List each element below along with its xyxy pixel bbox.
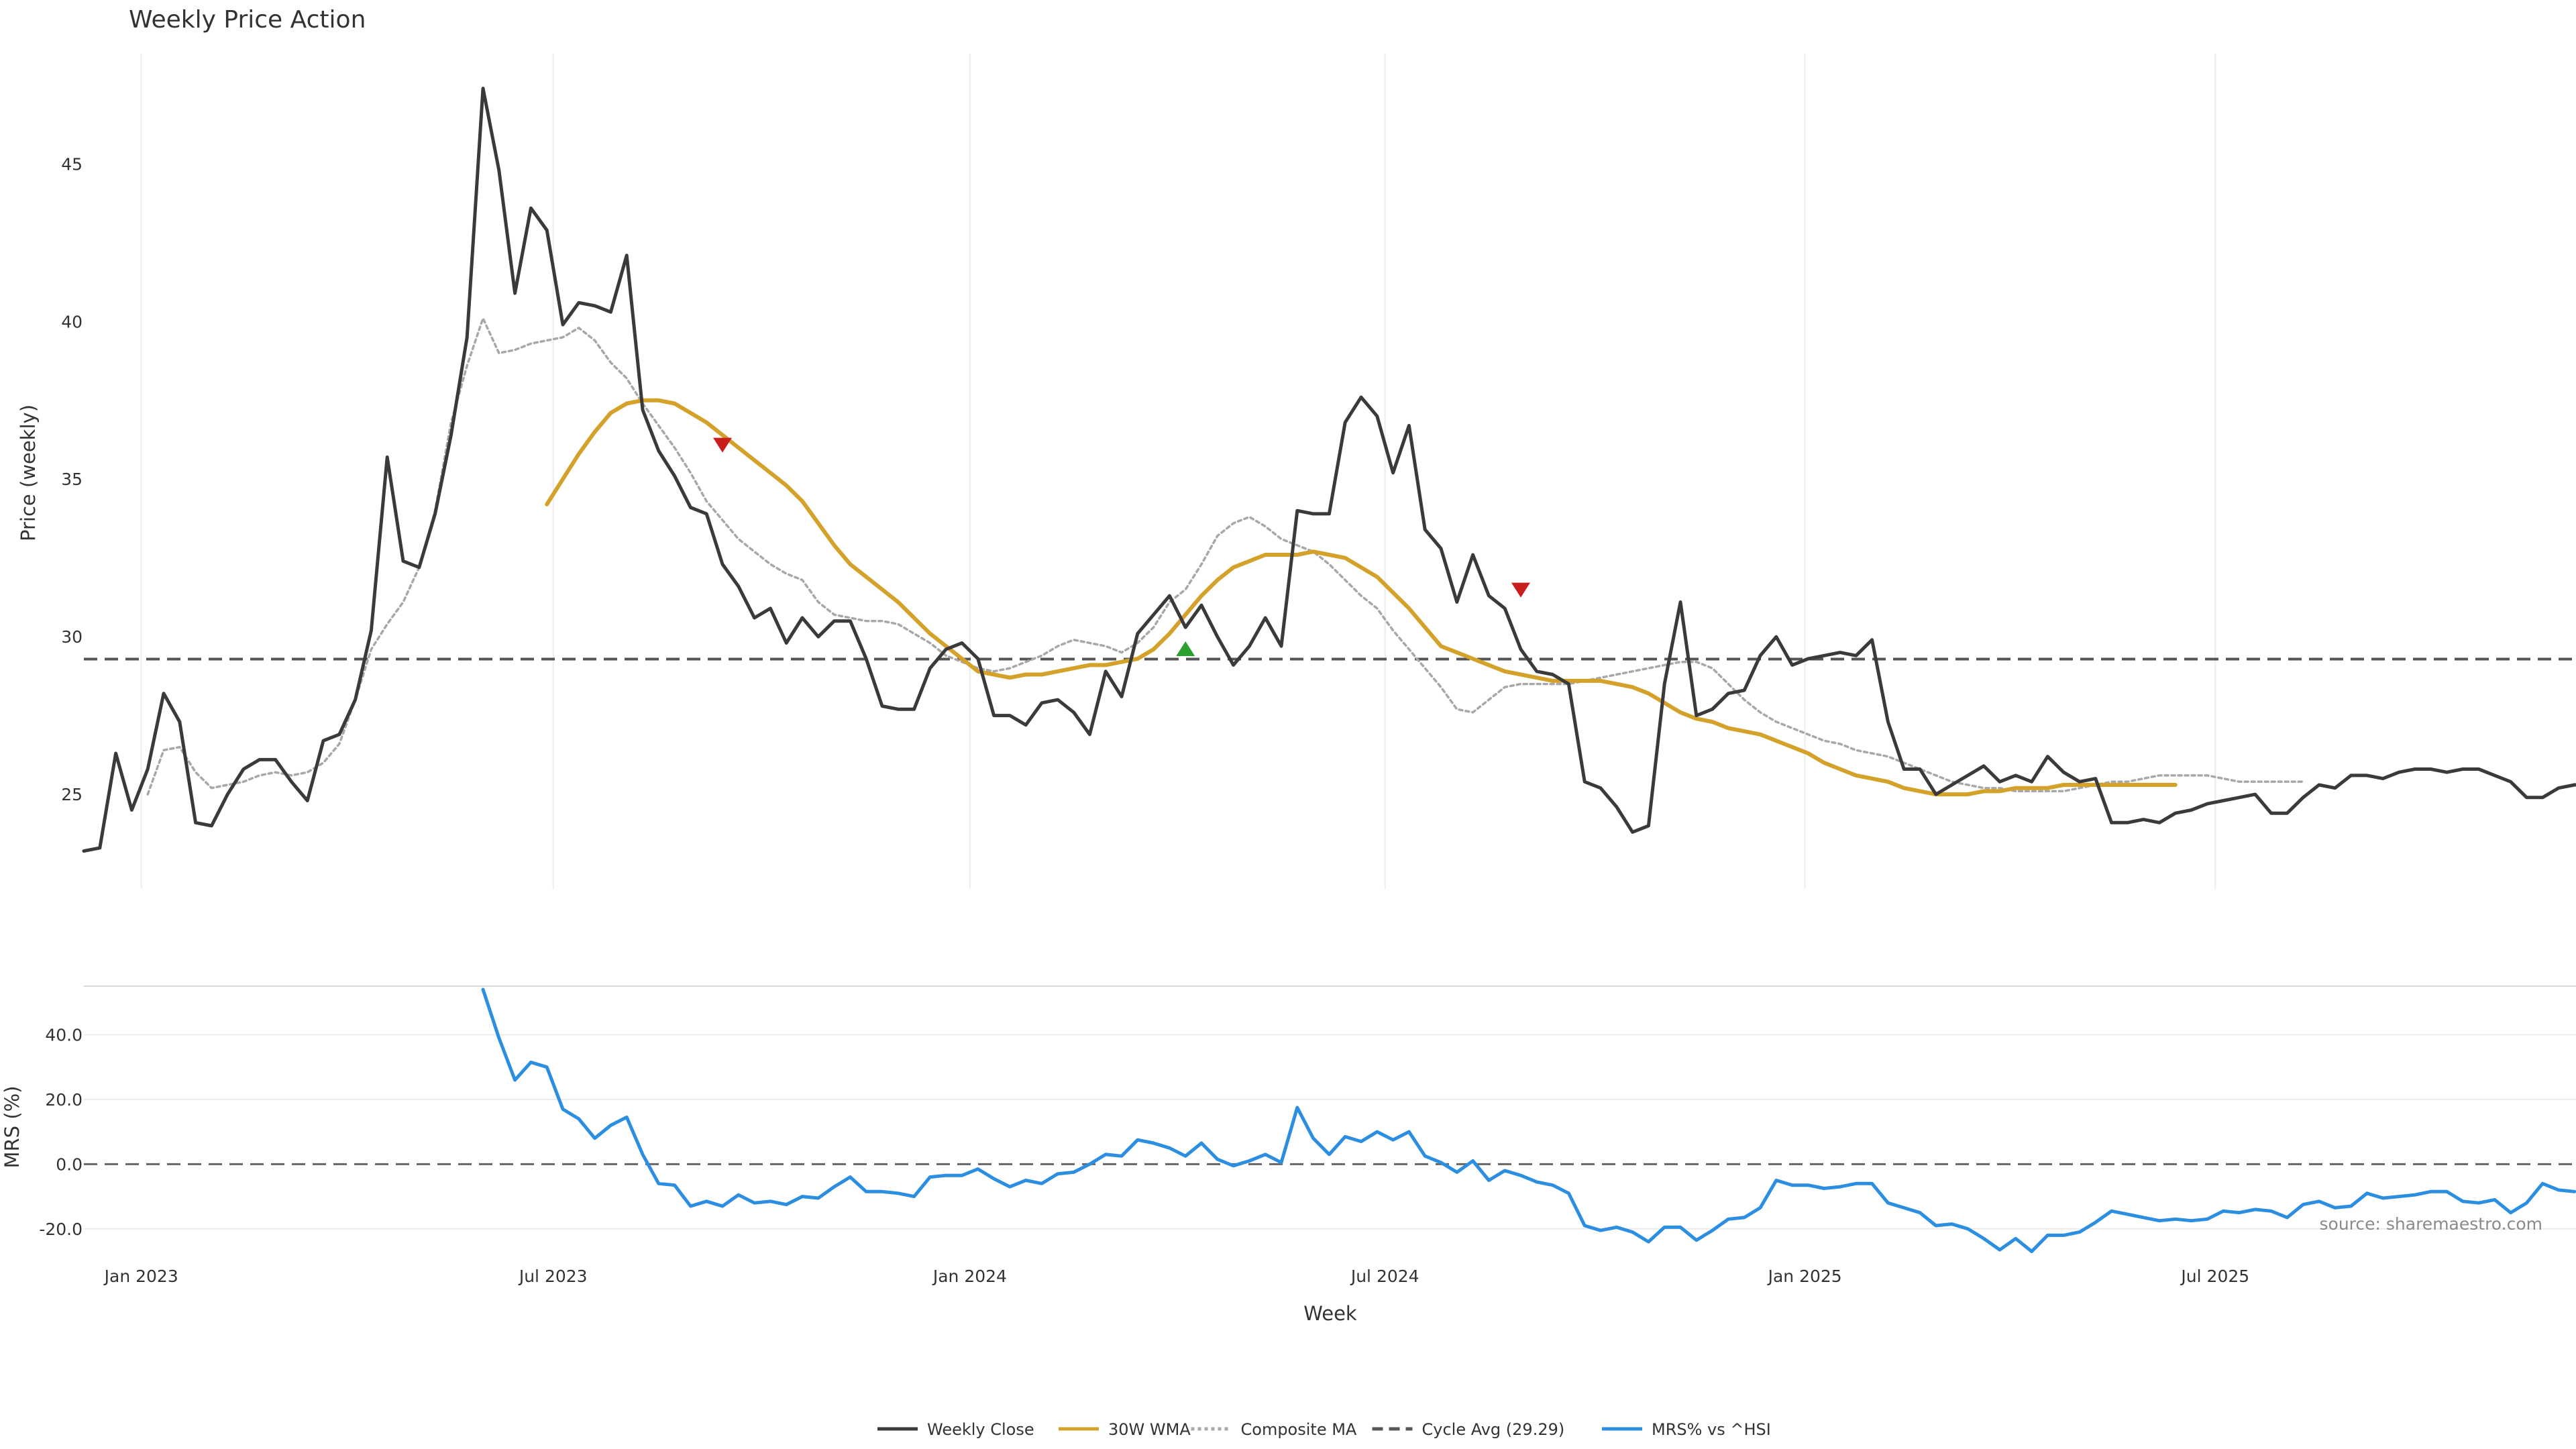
x-tick-label: Jan 2025: [1767, 1267, 1842, 1286]
x-tick-label: Jan 2023: [103, 1267, 178, 1286]
mrs-y-tick-label: 20.0: [45, 1090, 83, 1110]
x-tick-labels: Jan 2023 Jul 2023 Jan 2024 Jul 2024 Jan 2025…: [103, 1267, 2250, 1286]
series-30w-wma: [545, 398, 2178, 797]
legend-label: Composite MA: [1241, 1420, 1357, 1439]
x-tick-label: Jul 2023: [518, 1267, 588, 1286]
legend-item-mrs-vs-hsi: MRS% vs ^HSI: [1602, 1420, 1771, 1439]
price-y-axis-title: Price (weekly): [17, 405, 40, 541]
chart-title: Weekly Price Action: [129, 6, 366, 34]
legend-label: Weekly Close: [927, 1420, 1034, 1439]
mrs-y-tick-label: 40.0: [45, 1026, 83, 1045]
legend-item-weekly-close: Weekly Close: [877, 1420, 1034, 1439]
x-tick-label: Jul 2024: [1350, 1267, 1419, 1286]
mrs-y-axis-title: MRS (%): [1, 1086, 23, 1169]
price-x-gridlines: [140, 54, 2216, 889]
price-y-tick-label: 35: [61, 470, 83, 489]
series-composite-ma: [146, 317, 2304, 796]
sell-signal-marker: [1511, 582, 1530, 598]
buy-signal-marker: [1176, 641, 1195, 656]
mrs-y-tick-labels: 40.0 20.0 0.0 -20.0: [39, 1026, 83, 1239]
legend-label: 30W WMA: [1108, 1420, 1191, 1439]
price-y-tick-label: 45: [61, 154, 83, 174]
price-y-tick-label: 40: [61, 312, 83, 331]
price-y-tick-label: 30: [61, 627, 83, 647]
x-tick-label: Jan 2024: [932, 1267, 1007, 1286]
legend-item-composite-ma: Composite MA: [1191, 1420, 1357, 1439]
source-annotation: source: sharemaestro.com: [2320, 1214, 2543, 1234]
x-tick-label: Jul 2025: [2180, 1267, 2249, 1286]
signal-markers: [713, 437, 1530, 656]
mrs-y-tick-label: -20.0: [39, 1220, 83, 1239]
legend-label: Cycle Avg (29.29): [1422, 1420, 1565, 1439]
price-panel: 25 30 35 40 45 Price (weekly): [17, 54, 2576, 889]
price-series-layer: [82, 87, 2576, 853]
legend-item-30w-wma: 30W WMA: [1059, 1420, 1191, 1439]
mrs-series-layer: [481, 987, 2576, 1253]
series-mrs-vs-hsi: [481, 987, 2576, 1253]
mrs-y-tick-label: 0.0: [56, 1155, 83, 1174]
legend-item-cycle-avg-29-29: Cycle Avg (29.29): [1372, 1420, 1565, 1439]
legend-label: MRS% vs ^HSI: [1652, 1420, 1771, 1439]
series-weekly-close: [82, 87, 2576, 853]
x-axis-title: Week: [1303, 1302, 1357, 1325]
price-y-tick-label: 25: [61, 785, 83, 804]
sell-signal-marker: [713, 437, 732, 453]
price-y-tick-labels: 25 30 35 40 45: [61, 154, 83, 804]
mrs-panel: 40.0 20.0 0.0 -20.0 MRS (%) source: sharema…: [1, 987, 2576, 1253]
legend: Weekly Close 30W WMA Composite MA Cycle Avg…: [877, 1420, 1771, 1439]
mrs-y-gridlines: [84, 1034, 2576, 1230]
